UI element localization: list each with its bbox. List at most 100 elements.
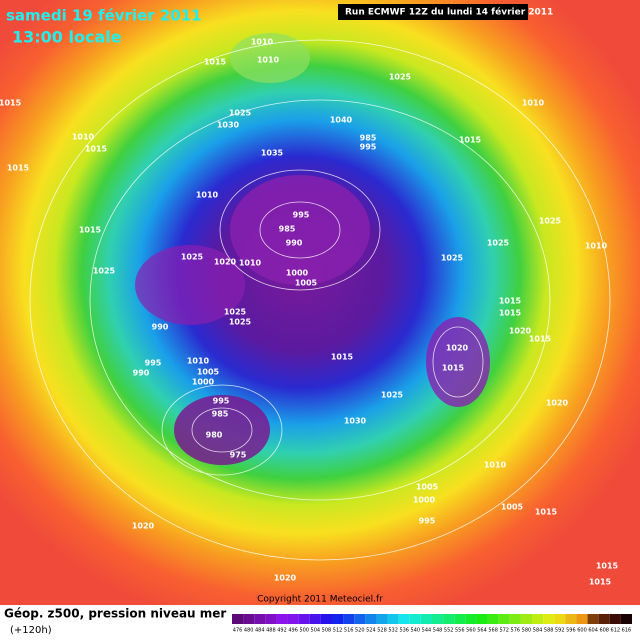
subtitle: 13:00 locale [12, 28, 122, 47]
pressure-label: 1025 [487, 239, 510, 248]
colorbar-swatch [387, 614, 399, 624]
pressure-label: 1025 [224, 308, 247, 317]
colorbar-tick-label: 516 [344, 628, 354, 634]
pressure-label: 995 [293, 211, 310, 220]
colorbar-tick-label: 476 [233, 628, 243, 634]
colorbar-swatch [576, 614, 588, 624]
pressure-label: 1015 [79, 226, 102, 235]
low-area [135, 245, 245, 325]
pressure-label: 1020 [132, 522, 155, 531]
colorbar-tick-label: 500 [299, 628, 309, 634]
colorbar-swatch [320, 614, 332, 624]
pressure-label: 1010 [522, 99, 545, 108]
colorbar-swatch [354, 614, 366, 624]
colorbar-swatch [309, 614, 321, 624]
pressure-label: 1015 [0, 99, 22, 108]
colorbar-swatch [620, 614, 632, 624]
colorbar-swatch [287, 614, 299, 624]
colorbar-swatch [443, 614, 455, 624]
low-area [230, 175, 370, 285]
colorbar-tick-label: 484 [255, 628, 265, 634]
colorbar-tick-label: 532 [388, 628, 398, 634]
colorbar-swatch [565, 614, 577, 624]
colorbar-swatch [243, 614, 255, 624]
pressure-label: 1025 [441, 254, 464, 263]
colorbar-tick-label: 572 [499, 628, 509, 634]
pressure-label: 1010 [196, 191, 219, 200]
low-area [174, 395, 270, 465]
colorbar-tick-label: 536 [399, 628, 409, 634]
colorbar-tick-label: 568 [488, 628, 498, 634]
pressure-label: 1015 [529, 335, 552, 344]
colorbar-tick-label: 508 [322, 628, 332, 634]
colorbar-swatch [587, 614, 599, 624]
colorbar-swatch [454, 614, 466, 624]
pressure-label: 1015 [499, 309, 522, 318]
pressure-label: 1030 [217, 121, 240, 130]
colorbar-swatch [365, 614, 377, 624]
colorbar-tick-label: 548 [433, 628, 443, 634]
pressure-label: 995 [419, 517, 436, 526]
colorbar-tick-label: 524 [366, 628, 376, 634]
pressure-label: 985 [279, 225, 296, 234]
colorbar-tick-label: 556 [455, 628, 465, 634]
pressure-label: 1010 [72, 133, 95, 142]
pressure-label: 1010 [187, 357, 210, 366]
pressure-label: 1015 [596, 562, 619, 571]
pressure-label: 1015 [499, 297, 522, 306]
colorbar-swatch [554, 614, 566, 624]
colorbar-swatch [498, 614, 510, 624]
pressure-label: 1025 [381, 391, 404, 400]
colorbar-swatch [509, 614, 521, 624]
colorbar-swatch [520, 614, 532, 624]
isobars [29, 39, 611, 561]
pressure-label: 1000 [413, 496, 436, 505]
colorbar-swatch [609, 614, 621, 624]
colorbar-tick-label: 612 [611, 628, 621, 634]
low-area [426, 317, 490, 407]
colorbar-tick-label: 528 [377, 628, 387, 634]
colorbar-tick-label: 480 [244, 628, 254, 634]
colorbar-tick-label: 512 [333, 628, 343, 634]
ridge-area [230, 33, 310, 83]
run-info: Run ECMWF 12Z du lundi 14 février 2011 [345, 7, 553, 18]
colorbar-tick-label: 580 [522, 628, 532, 634]
colorbar-swatch [343, 614, 355, 624]
colorbar-tick-label: 564 [477, 628, 487, 634]
pressure-label: 975 [230, 451, 247, 460]
pressure-label: 1020 [446, 344, 469, 353]
colorbar-tick-label: 584 [533, 628, 543, 634]
copyright: Copyright 2011 Meteociel.fr [257, 595, 383, 605]
colorbar-tick-label: 608 [599, 628, 609, 634]
pressure-label: 990 [286, 239, 303, 248]
pressure-label: 1025 [181, 253, 204, 262]
colorbar-tick-label: 592 [555, 628, 565, 634]
pressure-label: 995 [213, 397, 230, 406]
pressure-label: 1015 [535, 508, 558, 517]
pressure-label: 1035 [261, 149, 284, 158]
pressure-label: 1020 [274, 574, 297, 583]
colorbar-tick-label: 552 [444, 628, 454, 634]
pressure-label: 1020 [546, 399, 569, 408]
pressure-label: 1015 [589, 578, 612, 587]
colorbar-tick-label: 540 [411, 628, 421, 634]
colorbar-tick-label: 492 [277, 628, 287, 634]
colorbar-tick-label: 488 [266, 628, 276, 634]
colorbar-swatch [543, 614, 555, 624]
colorbar-swatch [332, 614, 344, 624]
pressure-label: 1010 [257, 56, 280, 65]
pressure-label: 1000 [286, 269, 309, 278]
pressure-label: 1020 [214, 258, 237, 267]
colorbar-swatch [276, 614, 288, 624]
pressure-label: 1025 [229, 318, 252, 327]
pressure-label: 1040 [330, 116, 353, 125]
colorbar-tick-label: 576 [511, 628, 521, 634]
colorbar-tick-label: 600 [577, 628, 587, 634]
colorbar-tick-label: 520 [355, 628, 365, 634]
colorbar-swatch [376, 614, 388, 624]
pressure-label: 985 [360, 134, 377, 143]
colorbar-tick-label: 588 [544, 628, 554, 634]
pressure-label: 1015 [7, 164, 30, 173]
